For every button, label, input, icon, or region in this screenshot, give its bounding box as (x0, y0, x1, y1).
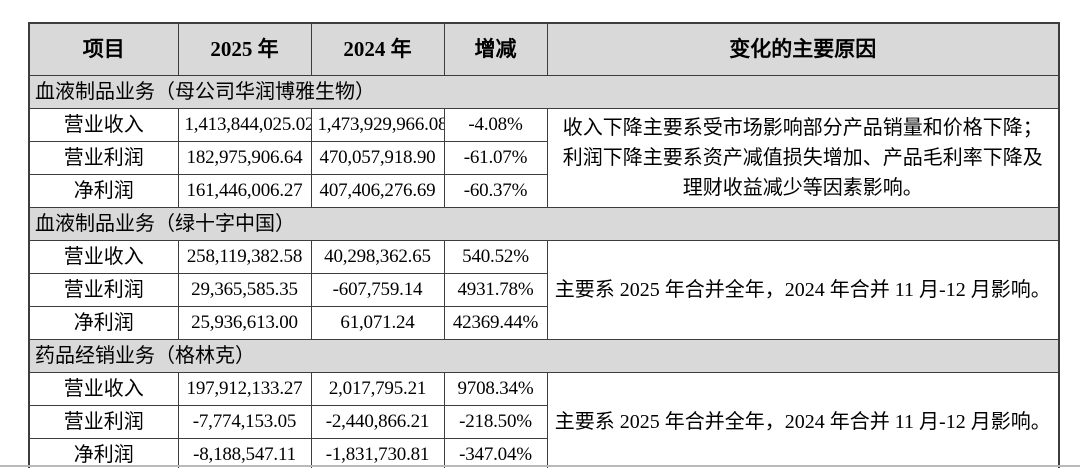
value-2024: -2,440,866.21 (310, 404, 445, 439)
table-header: 项目 2025 年 2024 年 增减 变化的主要原因 (28, 22, 1060, 76)
header-row: 项目 2025 年 2024 年 增减 变化的主要原因 (28, 22, 1060, 76)
table-row: 营业收入 1,413,844,025.02 1,473,929,966.08 -… (28, 107, 1060, 208)
change-value: 540.52% (443, 239, 548, 274)
change-value: -4.08% (443, 107, 548, 142)
value-2024: 1,473,929,966.08 (310, 107, 445, 142)
value-2025: -8,188,547.11 (177, 437, 312, 468)
table-row: 净利润 25,936,613.00 61,071.24 42369.44% (28, 305, 1059, 340)
row-label: 营业利润 (28, 272, 179, 307)
col-header-reason: 变化的主要原因 (546, 22, 1060, 76)
row-label: 净利润 (28, 305, 179, 340)
reason-cell: 主要系 2025 年合并全年，2024 年合并 11 月-12 月影响。 (546, 371, 1060, 468)
table-row: 净利润 161,446,006.27 407,406,276.69 -60.37… (28, 173, 1059, 208)
value-2025: 29,365,585.35 (177, 272, 312, 307)
segment-comparison-table: 项目 2025 年 2024 年 增减 变化的主要原因 血液制品业务（母公司华润… (28, 22, 1060, 468)
value-2024: 61,071.24 (310, 305, 445, 340)
row-label: 净利润 (28, 437, 179, 468)
table-row: 营业利润 29,365,585.35 -607,759.14 4931.78% (28, 272, 1059, 307)
change-value: -218.50% (443, 404, 548, 439)
col-header-item: 项目 (28, 22, 179, 76)
row-label: 营业收入 (28, 107, 179, 142)
table-row: 营业收入 258,119,382.58 40,298,362.65 540.52… (28, 239, 1060, 340)
table-row: 营业利润 -7,774,153.05 -2,440,866.21 -218.50… (28, 404, 1059, 439)
value-2025: 25,936,613.00 (177, 305, 312, 340)
change-value: 4931.78% (443, 272, 548, 307)
value-2024: 470,057,918.90 (310, 140, 445, 175)
value-2025: 182,975,906.64 (177, 140, 312, 175)
section-title-row-blood-greencross: 血液制品业务（绿十字中国） (28, 206, 1060, 241)
table-row: 净利润 -8,188,547.11 -1,831,730.81 -347.04% (28, 437, 1059, 468)
col-header-change: 增减 (443, 22, 548, 76)
value-2024: 407,406,276.69 (310, 173, 445, 208)
table-row: 营业利润 182,975,906.64 470,057,918.90 -61.0… (28, 140, 1059, 175)
value-2025: 197,912,133.27 (177, 371, 312, 406)
row-label: 营业收入 (28, 371, 179, 406)
section-title-row-pharma-distribution: 药品经销业务（格林克） (28, 338, 1060, 373)
section-title: 药品经销业务（格林克） (28, 338, 1060, 373)
section-title-row-blood-parent: 血液制品业务（母公司华润博雅生物） (28, 74, 1060, 109)
row-label: 营业利润 (28, 404, 179, 439)
change-value: 42369.44% (443, 305, 548, 340)
value-2025: 1,413,844,025.02 (177, 107, 312, 142)
value-2024: 2,017,795.21 (310, 371, 445, 406)
table-row: 营业收入 197,912,133.27 2,017,795.21 9708.34… (28, 371, 1060, 468)
change-value: -61.07% (443, 140, 548, 175)
value-2024: -607,759.14 (310, 272, 445, 307)
value-2024: 40,298,362.65 (310, 239, 445, 274)
section-title: 血液制品业务（绿十字中国） (28, 206, 1060, 241)
row-label: 净利润 (28, 173, 179, 208)
value-2025: 161,446,006.27 (177, 173, 312, 208)
col-header-2024: 2024 年 (310, 22, 445, 76)
change-value: -347.04% (443, 437, 548, 468)
row-label: 营业收入 (28, 239, 179, 274)
value-2025: -7,774,153.05 (177, 404, 312, 439)
reason-cell: 主要系 2025 年合并全年，2024 年合并 11 月-12 月影响。 (546, 239, 1060, 340)
change-value: 9708.34% (443, 371, 548, 406)
section-title: 血液制品业务（母公司华润博雅生物） (28, 74, 1060, 109)
change-value: -60.37% (443, 173, 548, 208)
row-label: 营业利润 (28, 140, 179, 175)
col-header-2025: 2025 年 (177, 22, 312, 76)
next-row-top-border (0, 465, 1080, 467)
value-2025: 258,119,382.58 (177, 239, 312, 274)
value-2024: -1,831,730.81 (310, 437, 445, 468)
reason-cell: 收入下降主要系受市场影响部分产品销量和价格下降；利润下降主要系资产减值损失增加、… (546, 107, 1060, 208)
